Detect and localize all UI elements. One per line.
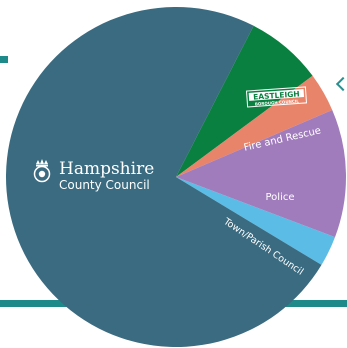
pie-slice-police	[176, 109, 347, 238]
decorative-line-top	[0, 56, 8, 63]
hcc-name-label: Hampshire	[59, 159, 154, 179]
eastleigh-logo: EASTLEIGH BOROUGH COUNCIL	[245, 86, 308, 108]
hcc-sub-label: County Council	[59, 178, 150, 192]
pie-slice-fire-and-rescue	[176, 75, 333, 177]
eastleigh-label: EASTLEIGH	[253, 89, 300, 101]
police-label: Police	[266, 192, 295, 203]
hcc-label: Hampshire County Council	[33, 159, 154, 192]
crest-icon	[33, 159, 51, 183]
pie-slice-hampshire-county-council	[5, 6, 322, 347]
pie-slice-town-parish-council	[176, 177, 336, 265]
eastleigh-sub-label: BOROUGH COUNCIL	[255, 98, 300, 106]
pie-slice-eastleigh-borough-council	[176, 25, 313, 177]
